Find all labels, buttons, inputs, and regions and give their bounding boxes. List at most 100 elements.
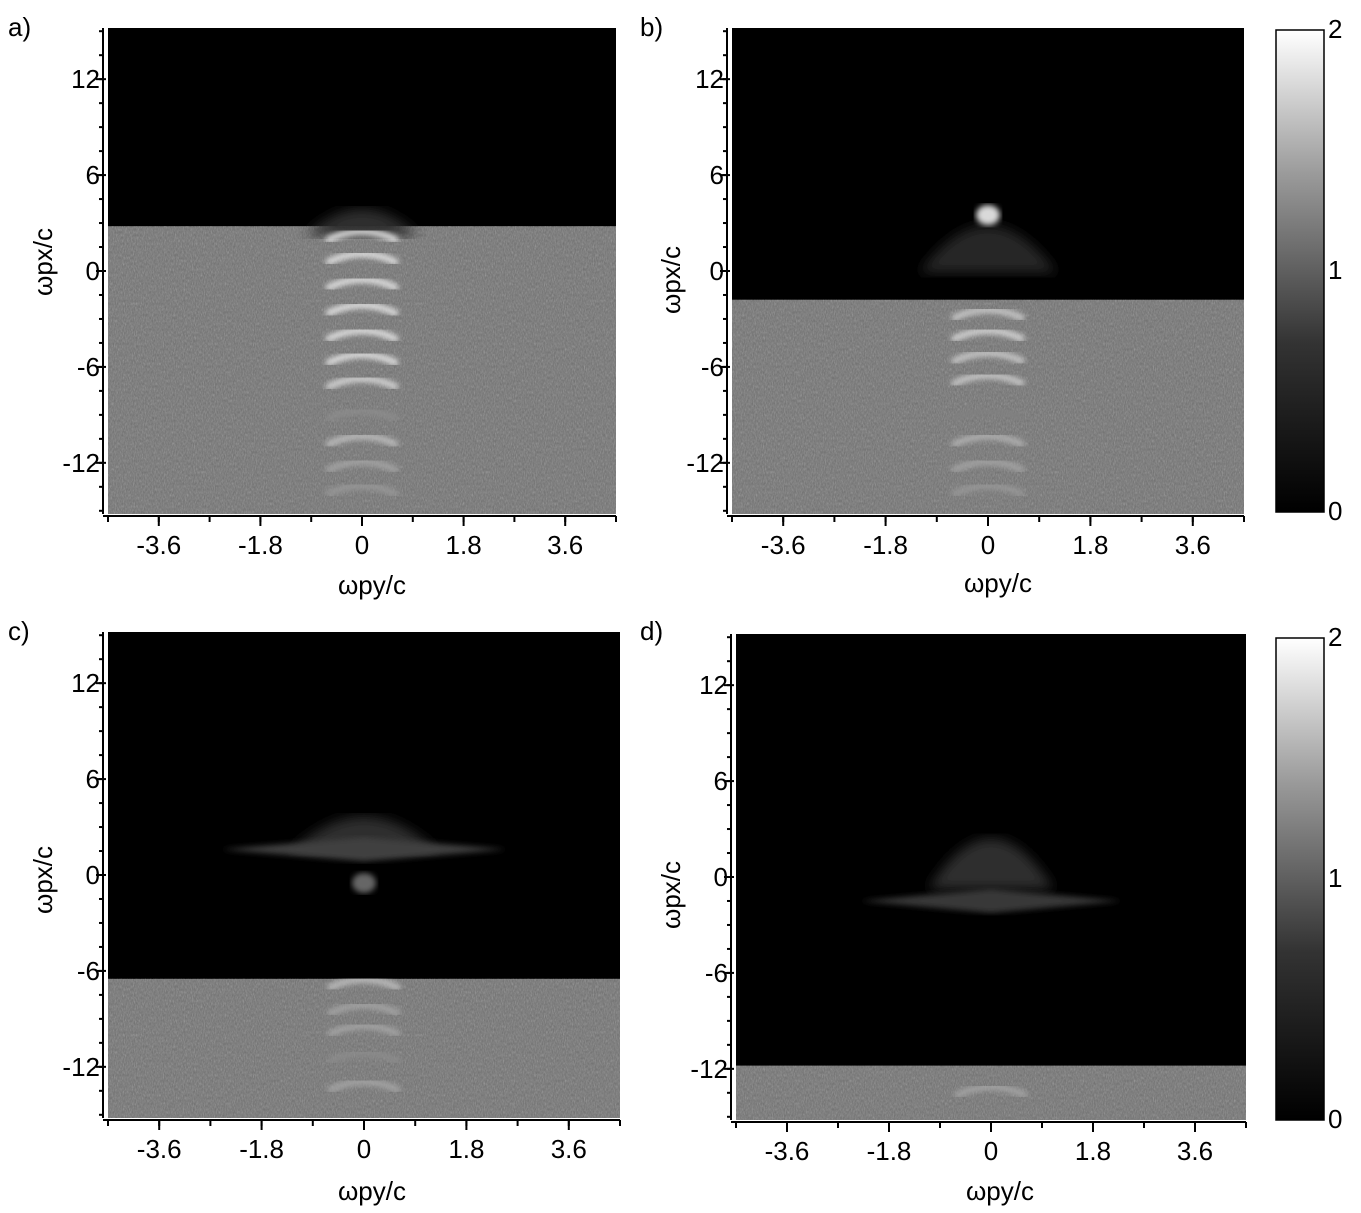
x-tick-label: -3.6 — [136, 530, 181, 560]
x-tick-label: 0 — [984, 1136, 998, 1166]
axes: 12 6 0 -6 -12 -3.6 -1.8 0 1.8 3.6 — [62, 28, 617, 560]
plot-area — [108, 632, 620, 1118]
colorbar-gradient — [1275, 29, 1325, 513]
wake-arc — [950, 407, 1026, 423]
x-tick-label: 3.6 — [547, 530, 583, 560]
wake-arc — [325, 407, 399, 423]
wake-arc — [326, 976, 402, 992]
x-tick-label: -3.6 — [761, 530, 806, 560]
colorbar-max-label: 2 — [1328, 14, 1342, 44]
y-axis-label: ωpx/c — [656, 246, 686, 314]
wake-arc — [325, 433, 399, 448]
plasma-noise — [108, 978, 620, 1118]
colorbar-max-label: 2 — [1328, 622, 1342, 652]
y-tick-label: 6 — [714, 766, 728, 796]
panel-b: b) 12 6 0 -6 -12 -3.6 -1.8 0 1.8 3.6 ωpy/c ωpx/c — [640, 12, 1245, 598]
x-tick-label: -3.6 — [765, 1136, 810, 1166]
panel-label: c) — [8, 616, 30, 646]
side-streak — [221, 837, 507, 862]
wake-arc — [950, 372, 1026, 388]
y-tick-label: 0 — [714, 862, 728, 892]
x-tick-label: 0 — [355, 530, 369, 560]
y-tick-label: -6 — [77, 956, 100, 986]
wake-arc — [326, 1050, 402, 1065]
y-tick-label: -12 — [62, 448, 100, 478]
plot-area — [108, 28, 616, 514]
axes: 12 6 0 -6 -12 -3.6 -1.8 0 1.8 3.6 — [62, 632, 621, 1164]
wake-arc — [325, 375, 399, 391]
y-tick-label: 12 — [699, 670, 728, 700]
bright-spot — [352, 872, 376, 893]
y-tick-label: 6 — [710, 160, 724, 190]
bubble-cap — [928, 838, 1054, 889]
x-tick-label: 1.8 — [1072, 530, 1108, 560]
wake-arc — [950, 350, 1026, 365]
plot-area — [736, 634, 1246, 1120]
wake-arc — [325, 302, 399, 317]
colorbar-top: 2 1 0 — [1275, 14, 1342, 526]
side-streak — [860, 888, 1122, 913]
plot-area — [732, 28, 1244, 514]
x-axis-label: ωpy/c — [964, 568, 1032, 598]
x-tick-label: 3.6 — [551, 1134, 587, 1164]
colorbar-mid-label: 1 — [1328, 255, 1342, 285]
wake-arc — [325, 276, 399, 292]
y-tick-label: 12 — [695, 64, 724, 94]
bubble-cap — [305, 208, 419, 236]
x-tick-label: 1.8 — [448, 1134, 484, 1164]
y-axis-label: ωpx/c — [28, 846, 58, 914]
y-tick-label: -6 — [77, 352, 100, 382]
wake-arc — [325, 351, 399, 367]
x-axis-label: ωpy/c — [966, 1176, 1034, 1206]
y-tick-label: 6 — [86, 764, 100, 794]
panel-c: c) 12 6 0 -6 -12 -3.6 -1.8 0 1.8 3.6 ωpy/c ωpx/c — [8, 616, 621, 1206]
wake-arc — [325, 458, 399, 474]
y-tick-label: -12 — [686, 448, 724, 478]
bubble-cap — [919, 225, 1057, 273]
x-tick-label: -1.8 — [239, 1134, 284, 1164]
y-axis-label: ωpx/c — [28, 228, 58, 296]
y-tick-label: 0 — [86, 860, 100, 890]
y-tick-label: -6 — [705, 958, 728, 988]
y-tick-label: 6 — [86, 160, 100, 190]
wake-arc — [325, 327, 399, 343]
panel-label: d) — [640, 616, 663, 646]
y-tick-label: 0 — [86, 256, 100, 286]
y-tick-label: 12 — [71, 64, 100, 94]
wake-arc — [950, 458, 1026, 474]
x-tick-label: 0 — [981, 530, 995, 560]
plasma-noise — [108, 226, 616, 514]
wake-arc — [325, 251, 399, 266]
x-tick-label: 3.6 — [1175, 530, 1211, 560]
bright-spot — [976, 205, 1000, 226]
y-tick-label: 0 — [710, 256, 724, 286]
x-axis-label: ωpy/c — [338, 1176, 406, 1206]
plasma-noise — [736, 1065, 1246, 1120]
y-tick-label: -12 — [62, 1052, 100, 1082]
panel-d: d) 12 6 0 -6 -12 -3.6 -1.8 0 1.8 3.6 ωpy/c ωpx/c — [640, 616, 1247, 1206]
colorbar-min-label: 0 — [1328, 1104, 1342, 1134]
x-tick-label: -3.6 — [137, 1134, 182, 1164]
panel-label: b) — [640, 12, 663, 42]
panel-a: a) 12 6 0 -6 -12 -3.6 -1.8 0 1.8 3.6 ωpy/c ωpx/c — [8, 12, 617, 600]
wake-arc — [953, 1084, 1029, 1099]
wake-arc — [325, 228, 399, 244]
axes: 12 6 0 -6 -12 -3.6 -1.8 0 1.8 3.6 — [690, 634, 1247, 1166]
plasma-noise — [732, 299, 1244, 514]
panel-label: a) — [8, 12, 31, 42]
y-tick-label: -6 — [701, 352, 724, 382]
wake-arc — [326, 1022, 402, 1038]
wake-arc — [950, 307, 1026, 322]
x-tick-label: 3.6 — [1177, 1136, 1213, 1166]
y-tick-label: 12 — [71, 668, 100, 698]
x-tick-label: -1.8 — [863, 530, 908, 560]
wake-arc — [950, 327, 1026, 343]
x-tick-label: -1.8 — [238, 530, 283, 560]
colorbar-bottom: 2 1 0 — [1275, 622, 1342, 1134]
colorbar-min-label: 0 — [1328, 496, 1342, 526]
x-tick-label: 1.8 — [1075, 1136, 1111, 1166]
x-tick-label: -1.8 — [867, 1136, 912, 1166]
wake-arc — [950, 482, 1026, 498]
y-axis-label: ωpx/c — [656, 861, 686, 929]
